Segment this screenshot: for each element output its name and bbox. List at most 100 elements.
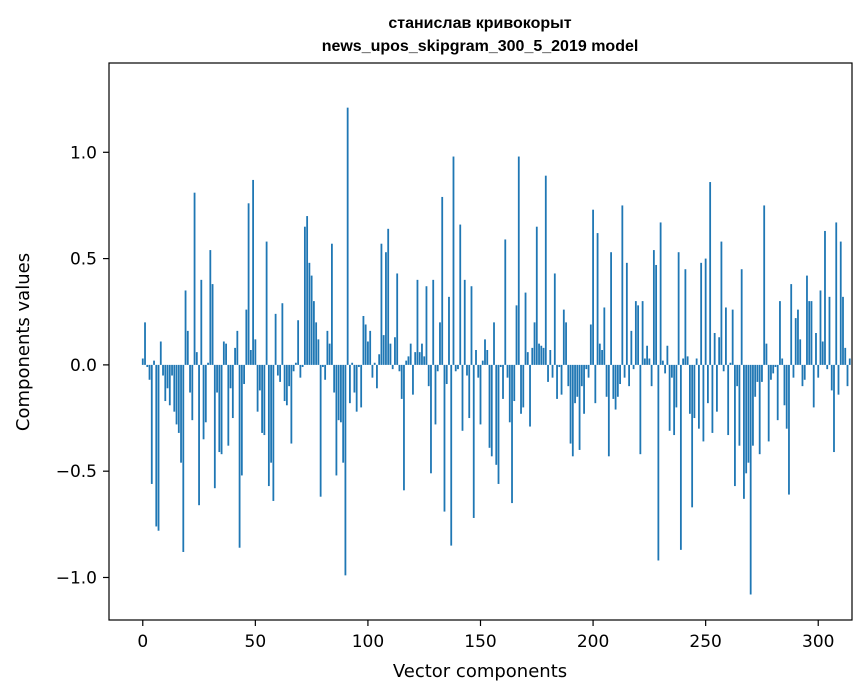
bar-208: [610, 252, 612, 365]
bar-197: [585, 364, 588, 370]
bar-43: [238, 364, 241, 548]
bar-62: [281, 303, 284, 365]
bar-247: [698, 364, 700, 429]
bar-119: [409, 343, 412, 365]
bar-51: [256, 364, 259, 412]
bar-194: [578, 364, 581, 450]
bar-262: [731, 309, 734, 365]
bar-96: [358, 364, 360, 368]
bar-65: [288, 364, 291, 387]
bar-58: [272, 364, 275, 501]
bar-72: [303, 226, 306, 365]
bar-281: [774, 364, 777, 368]
bar-272: [754, 364, 757, 397]
bar-308: [835, 222, 838, 365]
bar-37: [225, 343, 227, 365]
bar-156: [493, 322, 495, 365]
bar-25: [198, 364, 200, 506]
bar-7: [157, 364, 160, 531]
bar-296: [808, 301, 811, 365]
bar-192: [574, 364, 576, 404]
bar-168: [520, 364, 522, 414]
bar-95: [355, 364, 358, 412]
bar-109: [387, 228, 390, 365]
bar-52: [258, 364, 261, 391]
bar-5: [153, 360, 155, 365]
bar-81: [324, 364, 327, 380]
bar-187: [562, 309, 565, 365]
bar-241: [684, 269, 687, 365]
bar-238: [677, 252, 680, 365]
bar-29: [207, 362, 209, 365]
bar-53: [261, 364, 263, 433]
bar-200: [592, 209, 594, 365]
x-tick-label: 100: [352, 632, 384, 652]
bar-258: [722, 364, 725, 372]
bar-158: [497, 364, 500, 484]
bar-49: [252, 179, 254, 365]
bar-12: [168, 364, 171, 406]
bar-282: [776, 364, 779, 421]
bar-78: [317, 339, 320, 365]
x-tick-label: 200: [577, 632, 609, 652]
x-tick-label: 250: [689, 632, 721, 652]
bar-85: [333, 364, 336, 393]
bar-42: [236, 330, 239, 365]
bar-77: [315, 322, 318, 365]
bar-28: [204, 364, 207, 423]
bar-202: [596, 233, 599, 365]
bar-31: [211, 284, 214, 365]
bar-15: [175, 364, 178, 425]
bar-136: [448, 296, 450, 365]
bar-159: [499, 364, 502, 368]
bar-126: [425, 286, 428, 365]
bar-82: [326, 330, 329, 365]
bar-290: [794, 318, 797, 365]
bar-151: [481, 360, 484, 365]
x-tick-label: 50: [245, 632, 267, 652]
bar-305: [828, 296, 831, 365]
bar-233: [666, 345, 669, 365]
bar-137: [450, 364, 453, 546]
bar-102: [371, 364, 374, 378]
bar-118: [407, 356, 410, 365]
bar-9: [162, 364, 164, 376]
bar-314: [848, 358, 851, 365]
bar-30: [209, 250, 212, 365]
bar-39: [229, 364, 232, 389]
bar-273: [756, 364, 759, 382]
bar-271: [752, 364, 754, 446]
bar-125: [423, 356, 426, 365]
bar-249: [702, 364, 705, 442]
bar-253: [711, 364, 714, 433]
bar-68: [294, 362, 297, 365]
bar-74: [308, 262, 311, 365]
bar-2: [146, 364, 149, 368]
bar-152: [484, 339, 486, 365]
bar-224: [646, 345, 649, 365]
bar-206: [605, 364, 608, 397]
bar-122: [416, 279, 419, 365]
bar-59: [274, 313, 277, 365]
y-tick-label: 0.0: [70, 356, 97, 376]
bar-104: [376, 364, 378, 389]
y-axis-ticks: −1.0 −0.5 0.0 0.5 1.0: [56, 143, 109, 588]
bar-286: [785, 364, 788, 429]
bar-274: [758, 364, 761, 455]
bar-280: [772, 364, 775, 374]
bar-307: [833, 364, 835, 453]
bar-309: [837, 364, 840, 395]
bar-13: [171, 364, 173, 376]
bar-76: [312, 301, 315, 365]
bar-14: [173, 364, 176, 412]
bar-155: [490, 364, 493, 457]
bar-41: [234, 347, 236, 365]
bar-203: [598, 343, 601, 365]
bar-165: [513, 364, 516, 402]
bar-229: [657, 364, 660, 561]
bar-129: [432, 279, 435, 365]
bar-63: [283, 364, 286, 402]
bar-189: [567, 364, 570, 387]
bar-234: [668, 364, 671, 431]
